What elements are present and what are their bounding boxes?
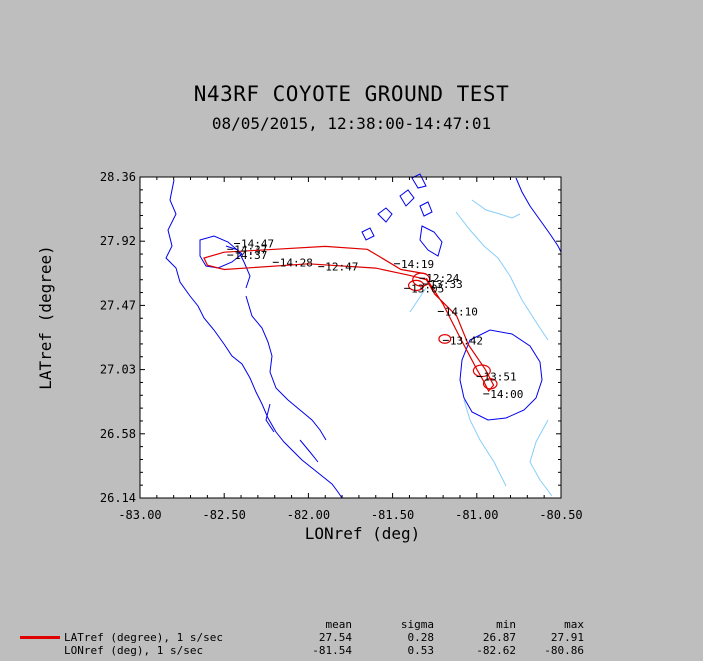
track-loop-4 — [482, 378, 498, 390]
chart-title: N43RF COYOTE GROUND TEST — [193, 82, 510, 106]
chart-subtitle: 08/05/2015, 12:38:00-14:47:01 — [211, 114, 492, 133]
annotation-label-5: 14:19 — [401, 258, 434, 271]
axes: -83.00 -82.50 -82.00 -81.50 -81.00 -80.50 26.1… — [36, 170, 583, 543]
annotation-label-7: 13:33 — [430, 278, 463, 291]
x-tick-label-5: -80.50 — [539, 508, 582, 522]
east-coast — [515, 177, 562, 253]
annotation-label-6: 12:24 — [426, 272, 459, 285]
annotation-label-8: 13:05 — [411, 282, 444, 295]
annotation-label-1: 14:47 — [241, 238, 274, 251]
plot-frame — [139, 176, 562, 499]
header-mean: mean — [325, 618, 353, 631]
lat-max: 27.91 — [550, 631, 584, 644]
x-tick-label-4: -81.00 — [455, 508, 498, 522]
track-line — [203, 245, 495, 393]
x-tick-label-0: -83.00 — [118, 508, 161, 522]
lon-max: -80.86 — [544, 644, 584, 657]
header-min: min — [496, 618, 516, 631]
annotation-label-3: 14:28 — [280, 256, 313, 269]
track-loop-1 — [407, 279, 425, 292]
map-features — [165, 173, 562, 499]
rivers — [409, 199, 553, 497]
y-axis-label: LATref (degree) — [36, 245, 55, 390]
y-tick-label-4: 27.92 — [100, 234, 136, 248]
x-tick-label-1: -82.50 — [203, 508, 246, 522]
header-max: max — [564, 618, 584, 631]
annotation-label-2: 14:37 — [234, 249, 267, 262]
legend-line-sample — [20, 636, 60, 639]
lake-kissimmee — [419, 225, 443, 257]
plot-area — [140, 177, 561, 498]
lon-min: -82.62 — [476, 644, 516, 657]
lon-mean: -81.54 — [312, 644, 352, 657]
lat-mean: 27.54 — [318, 631, 352, 644]
y-tick-label-3: 27.47 — [100, 298, 136, 312]
annotation-label-10: 13:42 — [450, 334, 483, 347]
track-loop-2 — [438, 334, 452, 344]
annotation-label-9: 14:10 — [445, 305, 478, 318]
annotation-label-12: 14:00 — [490, 388, 523, 401]
x-tick-label-2: -82.00 — [287, 508, 330, 522]
annotation-label-11: 13:51 — [484, 371, 517, 384]
y-tick-label-1: 26.58 — [100, 427, 136, 441]
x-axis-label: LONref (deg) — [305, 524, 421, 543]
lake-okeechobee — [459, 329, 543, 421]
annotation-label-0: 14:37 — [234, 243, 267, 256]
lat-sigma: 0.28 — [407, 631, 435, 644]
header-sigma: sigma — [400, 618, 434, 631]
x-tick-label-3: -81.50 — [371, 508, 414, 522]
flight-track — [203, 245, 498, 393]
small-lakes — [361, 173, 433, 241]
y-tick-label-2: 27.03 — [100, 363, 136, 377]
y-tick-label-5: 28.36 — [100, 170, 136, 184]
legend-lat-label: LATref (degree), 1 s/sec — [64, 631, 223, 644]
y-tick-label-0: 26.14 — [100, 491, 136, 505]
bay-outline — [199, 235, 251, 289]
coastline — [165, 179, 343, 499]
legend-lon-label: LONref (deg), 1 s/sec — [64, 644, 204, 657]
lat-min: 26.87 — [482, 631, 516, 644]
track-loop-0 — [412, 272, 431, 287]
annotation-label-4: 12:47 — [325, 261, 358, 274]
lon-sigma: 0.53 — [407, 644, 435, 657]
inland-shore — [245, 295, 327, 463]
